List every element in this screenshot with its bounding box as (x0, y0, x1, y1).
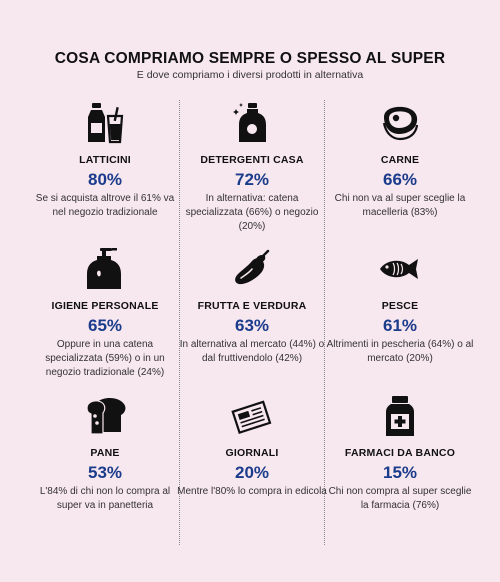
category-label: CARNE (380, 154, 420, 166)
item-latticini: LATTICINI 80% Se si acquista altrove il … (30, 101, 180, 220)
alternative-note: L'84% di chi non lo compra al super va i… (39, 486, 171, 511)
eggplant-icon (235, 249, 270, 285)
percent-value: 66% (382, 170, 418, 189)
percent-value: 63% (234, 316, 270, 335)
newspaper-icon (231, 400, 272, 435)
page-subtitle: E dove compriamo i diversi prodotti in a… (136, 69, 364, 81)
alternative-note: In alternativa: catena specializzata (66… (185, 193, 319, 232)
category-label: GIORNALI (225, 447, 279, 459)
column-divider-right (324, 100, 325, 545)
item-farmaci-da-banco: FARMACI DA BANCO 15% Chi non compra al s… (325, 394, 475, 513)
soap-dispenser-icon (87, 248, 121, 289)
alternative-note: Se si acquista altrove il 61% va nel neg… (35, 193, 175, 218)
percent-value: 65% (87, 316, 123, 335)
steak-icon (382, 106, 419, 141)
item-carne: CARNE 66% Chi non va al super sceglie la… (325, 101, 475, 220)
alternative-note: In alternativa al mercato (44%) o dal fr… (179, 339, 325, 364)
alternative-note: Mentre l'80% lo compra in edicola (177, 486, 327, 497)
fish-icon (380, 259, 418, 279)
item-frutta-e-verdura: FRUTTA E VERDURA 63% In alternativa al m… (177, 247, 327, 366)
bread-icon (86, 398, 126, 435)
category-label: IGIENE PERSONALE (51, 300, 159, 312)
item-pane: PANE 53% L'84% di chi non lo compra al s… (30, 394, 180, 513)
category-label: PANE (90, 447, 120, 459)
alternative-note: Chi non compra al super sceglie la farma… (328, 486, 472, 511)
page-title: COSA COMPRIAMO SEMPRE O SPESSO AL SUPER (54, 50, 446, 67)
percent-value: 80% (87, 170, 123, 189)
detergent-bottle-icon (233, 103, 266, 142)
percent-value: 61% (382, 316, 418, 335)
percent-value: 72% (234, 170, 270, 189)
percent-value: 20% (234, 463, 270, 482)
column-divider-left (179, 100, 180, 545)
alternative-note: Oppure in una catena specializzata (59%)… (45, 339, 165, 378)
medicine-bottle-icon (386, 396, 414, 436)
category-label: PESCE (381, 300, 419, 312)
item-giornali: GIORNALI 20% Mentre l'80% lo compra in e… (177, 394, 327, 499)
item-igiene-personale: IGIENE PERSONALE 65% Oppure in una caten… (30, 247, 180, 380)
category-label: DETERGENTI CASA (200, 154, 304, 166)
percent-value: 15% (382, 463, 418, 482)
category-label: FRUTTA E VERDURA (197, 300, 307, 312)
milk-bottle-icon (88, 103, 124, 144)
category-label: FARMACI DA BANCO (344, 447, 456, 459)
alternative-note: Altrimenti in pescheria (64%) o al merca… (326, 339, 474, 364)
item-detergenti-casa: DETERGENTI CASA 72% In alternativa: cate… (177, 101, 327, 234)
alternative-note: Chi non va al super sceglie la macelleri… (334, 193, 466, 218)
item-pesce: PESCE 61% Altrimenti in pescheria (64%) … (325, 247, 475, 366)
percent-value: 53% (87, 463, 123, 482)
category-label: LATTICINI (79, 154, 131, 166)
